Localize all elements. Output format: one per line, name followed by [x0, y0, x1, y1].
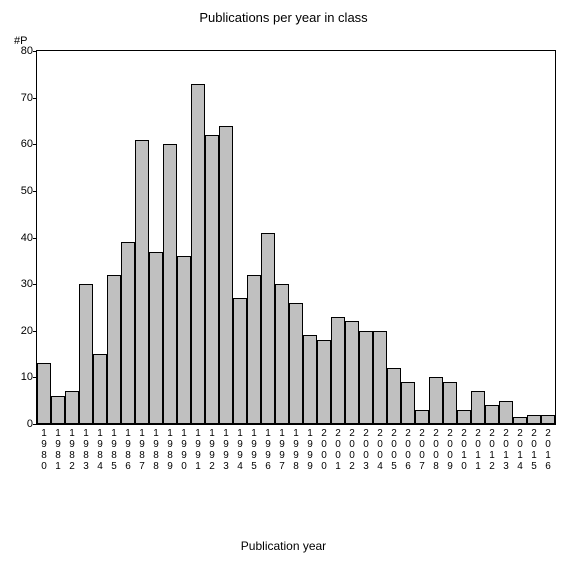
bar — [37, 363, 51, 424]
xtick-label: 1980 — [37, 424, 51, 472]
xtick-label: 1997 — [275, 424, 289, 472]
bar — [205, 135, 219, 424]
bar — [443, 382, 457, 424]
bar — [275, 284, 289, 424]
ytick-mark — [33, 191, 37, 192]
bar — [331, 317, 345, 424]
xtick-label: 2016 — [541, 424, 555, 472]
bar — [65, 391, 79, 424]
xtick-label: 1981 — [51, 424, 65, 472]
xtick-label: 1996 — [261, 424, 275, 472]
bar — [429, 377, 443, 424]
xtick-label: 1987 — [135, 424, 149, 472]
xtick-label: 2015 — [527, 424, 541, 472]
bar — [107, 275, 121, 424]
xtick-label: 2005 — [387, 424, 401, 472]
bar — [219, 126, 233, 424]
bar — [247, 275, 261, 424]
bar — [163, 144, 177, 424]
xtick-label: 2008 — [429, 424, 443, 472]
xtick-label: 1984 — [93, 424, 107, 472]
xtick-label: 1998 — [289, 424, 303, 472]
bar — [457, 410, 471, 424]
ytick-mark — [33, 144, 37, 145]
ytick-mark — [33, 331, 37, 332]
bar — [51, 396, 65, 424]
xtick-label: 1995 — [247, 424, 261, 472]
bar — [345, 321, 359, 424]
xtick-label: 2003 — [359, 424, 373, 472]
xtick-label: 1986 — [121, 424, 135, 472]
bar — [527, 415, 541, 424]
xtick-label: 2009 — [443, 424, 457, 472]
xtick-label: 1982 — [65, 424, 79, 472]
bar — [387, 368, 401, 424]
bar — [261, 233, 275, 424]
xtick-label: 1985 — [107, 424, 121, 472]
bar — [289, 303, 303, 424]
ytick-mark — [33, 98, 37, 99]
xtick-label: 2012 — [485, 424, 499, 472]
bar — [303, 335, 317, 424]
bar — [233, 298, 247, 424]
xtick-label: 1992 — [205, 424, 219, 472]
bar — [373, 331, 387, 424]
bars-group — [37, 51, 555, 424]
xtick-label: 2000 — [317, 424, 331, 472]
xtick-label: 1991 — [191, 424, 205, 472]
bar — [541, 415, 555, 424]
plot-area: 0102030405060708019801981198219831984198… — [36, 50, 556, 425]
ytick-mark — [33, 51, 37, 52]
bar — [513, 417, 527, 424]
xtick-label: 2006 — [401, 424, 415, 472]
bar — [149, 252, 163, 425]
xtick-label: 2001 — [331, 424, 345, 472]
bar — [499, 401, 513, 424]
xtick-label: 2004 — [373, 424, 387, 472]
bar — [191, 84, 205, 424]
ytick-mark — [33, 284, 37, 285]
bar — [317, 340, 331, 424]
xtick-label: 2011 — [471, 424, 485, 472]
bar — [415, 410, 429, 424]
ytick-mark — [33, 377, 37, 378]
chart-container: Publications per year in class #P 010203… — [0, 0, 567, 567]
bar — [135, 140, 149, 424]
xtick-label: 1993 — [219, 424, 233, 472]
xtick-label: 1994 — [233, 424, 247, 472]
bar — [401, 382, 415, 424]
xtick-label: 1989 — [163, 424, 177, 472]
xtick-label: 2014 — [513, 424, 527, 472]
bar — [359, 331, 373, 424]
bar — [121, 242, 135, 424]
xtick-label: 1988 — [149, 424, 163, 472]
chart-title: Publications per year in class — [0, 10, 567, 25]
bar — [79, 284, 93, 424]
xtick-label: 2007 — [415, 424, 429, 472]
bar — [471, 391, 485, 424]
xtick-label: 2010 — [457, 424, 471, 472]
xtick-label: 1990 — [177, 424, 191, 472]
xaxis-title: Publication year — [0, 539, 567, 553]
bar — [485, 405, 499, 424]
xtick-label: 1983 — [79, 424, 93, 472]
ytick-mark — [33, 238, 37, 239]
bar — [177, 256, 191, 424]
xtick-label: 1999 — [303, 424, 317, 472]
bar — [93, 354, 107, 424]
xtick-label: 2002 — [345, 424, 359, 472]
xtick-label: 2013 — [499, 424, 513, 472]
